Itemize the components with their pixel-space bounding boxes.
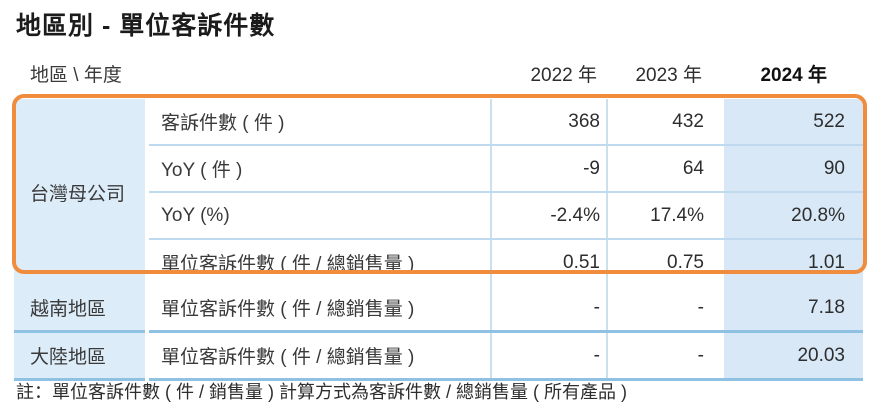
value-cell: 0.51 — [490, 239, 607, 285]
value-cell: -2.4% — [490, 192, 607, 240]
metric-cell: 客訴件數 ( 件 ) — [147, 99, 491, 146]
region-cell-vietnam: 越南地區 — [14, 285, 149, 333]
value-cell: 20.03 — [724, 331, 863, 381]
value-cell: 432 — [606, 99, 724, 146]
table-row: 越南地區 單位客訴件數 ( 件 / 總銷售量 ) - - 7.18 — [14, 285, 863, 333]
region-cell-taiwan: 台灣母公司 — [14, 99, 149, 285]
table-row: 大陸地區 單位客訴件數 ( 件 / 總銷售量 ) - - 20.03 — [14, 331, 863, 381]
metric-cell: 單位客訴件數 ( 件 / 總銷售量 ) — [147, 239, 491, 285]
value-cell: - — [606, 285, 724, 333]
value-cell: 0.75 — [606, 239, 724, 285]
year-header-2024: 2024 年 — [724, 48, 863, 99]
value-cell: -9 — [490, 145, 607, 193]
year-header-2022: 2022 年 — [491, 48, 607, 99]
metric-cell: YoY ( 件 ) — [147, 145, 491, 193]
value-cell: - — [490, 331, 607, 381]
year-header-2023: 2023 年 — [607, 48, 724, 99]
value-cell: 368 — [490, 99, 607, 146]
value-cell: - — [606, 331, 724, 381]
value-cell: 522 — [724, 99, 863, 146]
region-cell-china: 大陸地區 — [14, 331, 149, 381]
metric-cell: 單位客訴件數 ( 件 / 總銷售量 ) — [147, 331, 491, 381]
value-cell: 20.8% — [724, 192, 863, 240]
complaints-table: 地區 \ 年度 2022 年 2023 年 2024 年 台灣母公司 客訴件數 … — [14, 48, 863, 381]
value-cell: - — [490, 285, 607, 333]
metric-cell: YoY (%) — [147, 192, 491, 240]
table-header-row: 地區 \ 年度 2022 年 2023 年 2024 年 — [14, 48, 863, 99]
corner-header-cell: 地區 \ 年度 — [14, 48, 491, 99]
footnote: 註：單位客訴件數 ( 件 / 銷售量 ) 計算方式為客訴件數 / 總銷售量 ( … — [16, 382, 627, 402]
table-row: YoY (%) -2.4% 17.4% 20.8% — [14, 192, 863, 240]
table-row: 單位客訴件數 ( 件 / 總銷售量 ) 0.51 0.75 1.01 — [14, 239, 863, 285]
value-cell: 90 — [724, 145, 863, 193]
value-cell: 1.01 — [724, 239, 863, 285]
value-cell: 64 — [606, 145, 724, 193]
value-cell: 17.4% — [606, 192, 724, 240]
value-cell: 7.18 — [724, 285, 863, 333]
table-row: 台灣母公司 客訴件數 ( 件 ) 368 432 522 — [14, 99, 863, 285]
metric-cell: 單位客訴件數 ( 件 / 總銷售量 ) — [147, 285, 491, 333]
page-title: 地區別 - 單位客訴件數 — [16, 12, 276, 40]
table-row: YoY ( 件 ) -9 64 90 — [14, 145, 863, 193]
